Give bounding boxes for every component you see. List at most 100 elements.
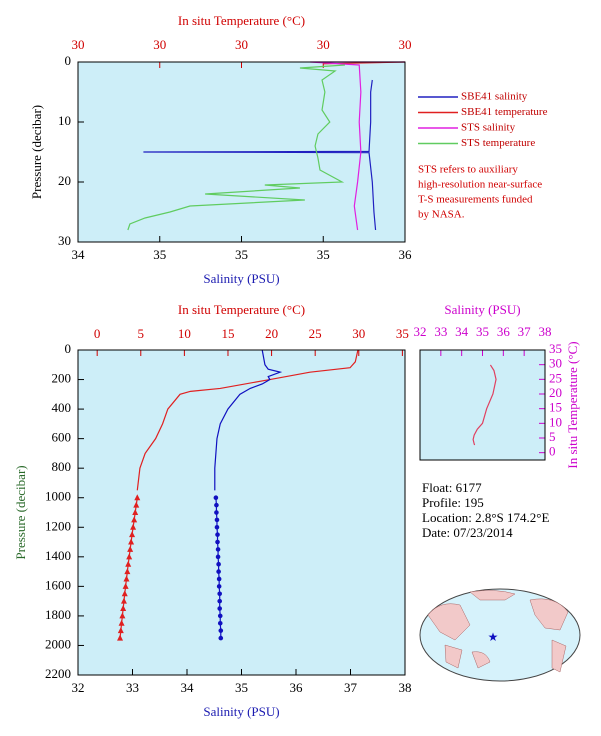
- y-tick-label: 1200: [45, 518, 71, 533]
- marker: [216, 576, 222, 582]
- x-tick-label: 35: [153, 247, 166, 262]
- series-line: [127, 64, 345, 231]
- info: Float: 6177 Profile: 195 Location: 2.8°S…: [422, 480, 549, 540]
- info-line: Profile: 195: [422, 495, 484, 510]
- x-tick-label: 34: [72, 247, 86, 262]
- marker: [218, 635, 224, 641]
- x-axis-label: Salinity (PSU): [203, 704, 279, 719]
- x2-tick-label: 30: [235, 37, 248, 52]
- land: [427, 603, 471, 641]
- marker: [130, 523, 137, 530]
- y-tick-label: 30: [549, 356, 562, 371]
- x2-axis-label: In situ Temperature (°C): [178, 13, 305, 28]
- series-line: [310, 61, 405, 231]
- marker: [124, 568, 131, 575]
- y-tick-label: 0: [549, 444, 556, 459]
- legend-label: STS temperature: [461, 137, 535, 149]
- marker: [134, 494, 141, 501]
- marker: [120, 605, 127, 612]
- marker: [217, 591, 222, 597]
- land: [444, 644, 463, 669]
- marker: [125, 560, 132, 567]
- y-tick-label: 2200: [45, 666, 71, 681]
- y-tick-label: 1600: [45, 577, 71, 592]
- x-tick-label: 35: [235, 247, 248, 262]
- chart: 32 33 34 35 36 37 38 0 5 10 15 20 25 30 35 0 200 400 600 80…: [13, 302, 412, 719]
- series-line: [472, 364, 497, 446]
- x-tick-label: 36: [290, 680, 304, 695]
- x2-tick-label: 5: [138, 326, 145, 341]
- marker: [214, 524, 220, 530]
- x2-tick-label: 30: [399, 37, 412, 52]
- x-axis-label: Salinity (PSU): [203, 271, 279, 286]
- series-line: [214, 349, 283, 491]
- location-map: ★: [419, 588, 581, 682]
- marker: [214, 502, 219, 508]
- plot-frame: [419, 349, 546, 461]
- annotation: T-S measurements funded: [418, 194, 533, 206]
- marker: [214, 510, 219, 515]
- marker: [217, 606, 222, 611]
- y-axis-label: In situ Temperature (°C): [565, 341, 580, 468]
- marker: [215, 547, 221, 552]
- y-tick-label: 600: [52, 430, 72, 445]
- x-tick-label: 32: [414, 324, 427, 339]
- info-line: Date: 07/23/2014: [422, 525, 513, 540]
- y-tick-label: 200: [52, 371, 72, 386]
- land: [471, 651, 491, 669]
- y-tick-label: 15: [549, 400, 562, 415]
- marker: [129, 531, 136, 538]
- marker: [117, 627, 124, 634]
- x-tick-label: 36: [399, 247, 413, 262]
- x-tick-label: 32: [72, 680, 85, 695]
- x-tick-label: 35: [476, 324, 489, 339]
- x-tick-label: 38: [399, 680, 412, 695]
- y-tick-label: 2000: [45, 636, 71, 651]
- plot-frame: [77, 61, 406, 243]
- marker: [217, 613, 223, 619]
- x-tick-label: 35: [317, 247, 330, 262]
- x-tick-label: 34: [181, 680, 195, 695]
- annotation: STS refers to auxiliary: [418, 164, 518, 176]
- x2-tick-label: 25: [309, 326, 322, 341]
- marker: [121, 590, 128, 597]
- x2-tick-label: 0: [94, 326, 101, 341]
- info-line: Float: 6177: [422, 480, 482, 495]
- marker: [216, 569, 221, 574]
- marker: [117, 634, 124, 641]
- marker: [120, 597, 127, 604]
- y-tick-label: 30: [58, 233, 71, 248]
- marker: [126, 553, 133, 560]
- y-tick-label: 35: [549, 341, 562, 356]
- y-tick-label: 400: [52, 400, 72, 415]
- y-tick-label: 5: [549, 429, 556, 444]
- marker: [127, 545, 134, 552]
- land: [529, 598, 569, 631]
- annotation: by NASA.: [418, 209, 465, 221]
- y-tick-label: 800: [52, 459, 72, 474]
- marker: [218, 628, 224, 633]
- x2-tick-label: 15: [221, 326, 234, 341]
- x2-axis-label: In situ Temperature (°C): [178, 302, 305, 317]
- marker: [131, 516, 138, 523]
- marker: [122, 582, 129, 589]
- marker: [128, 538, 135, 545]
- marker: [216, 561, 221, 567]
- y-tick-label: 1400: [45, 548, 71, 563]
- y-tick-label: 20: [58, 173, 71, 188]
- x2-tick-label: 30: [72, 37, 85, 52]
- legend-label: SBE41 salinity: [461, 91, 528, 103]
- plot-area: [420, 350, 545, 460]
- x-axis-label: Salinity (PSU): [444, 302, 520, 317]
- x-tick-label: 37: [518, 324, 532, 339]
- x2-tick-label: 30: [153, 37, 166, 52]
- land: [469, 590, 516, 601]
- x2-tick-label: 30: [317, 37, 330, 52]
- marker: [215, 539, 220, 545]
- marker: [132, 509, 139, 515]
- marker: [119, 612, 126, 619]
- marker: [217, 620, 223, 626]
- y-axis-label: Pressure (decibar): [13, 465, 28, 559]
